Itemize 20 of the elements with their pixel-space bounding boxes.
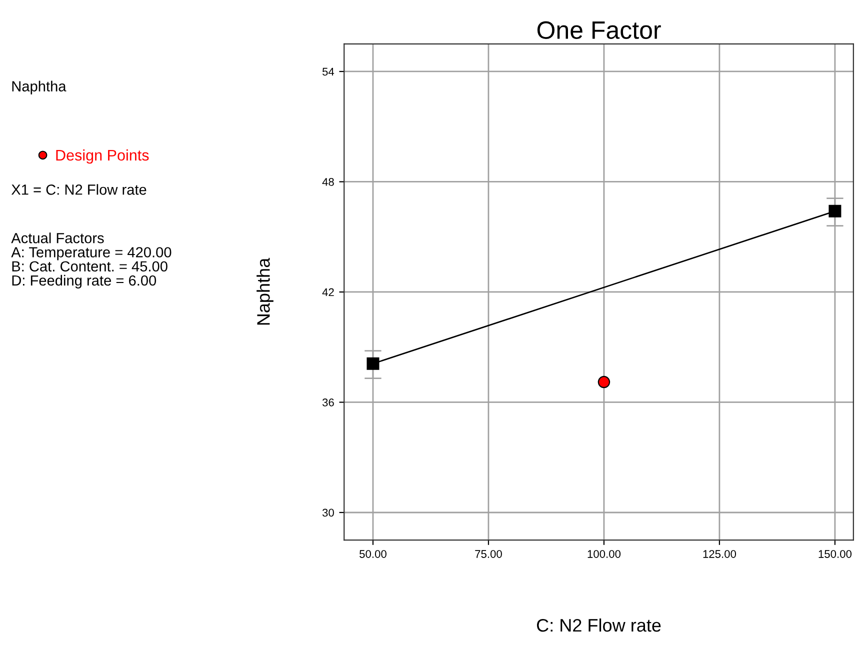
point <box>598 376 610 388</box>
point <box>828 204 842 218</box>
x-tick-label: 50.00 <box>360 550 386 558</box>
y-tick-label: 36 <box>322 398 334 406</box>
text: Actual Factors A: Temperature = 420.00 B: Cat. Content. = 45.00 D: Feeding rate = 6.00 <box>11 232 172 289</box>
legend-label: Design Points <box>56 149 149 164</box>
point <box>366 357 380 370</box>
y-tick-label: 42 <box>322 288 334 296</box>
x-tick-label: 75.00 <box>475 550 502 558</box>
x-axis-title: C: N2 Flow rate <box>536 618 661 632</box>
y-tick-label: 54 <box>322 68 334 76</box>
y-axis-title: Naphtha <box>256 258 274 325</box>
y-tick-label: 48 <box>322 178 334 186</box>
x-tick-label: 125.00 <box>703 550 736 558</box>
x-tick-label: 100.00 <box>588 550 621 558</box>
chart-title: One Factor <box>537 21 661 39</box>
y-tick-label: 30 <box>322 508 334 517</box>
text: X1 = C: N2 Flow rate <box>11 184 146 195</box>
text: Naphtha <box>12 80 66 94</box>
x-tick-label: 150.00 <box>818 550 852 558</box>
